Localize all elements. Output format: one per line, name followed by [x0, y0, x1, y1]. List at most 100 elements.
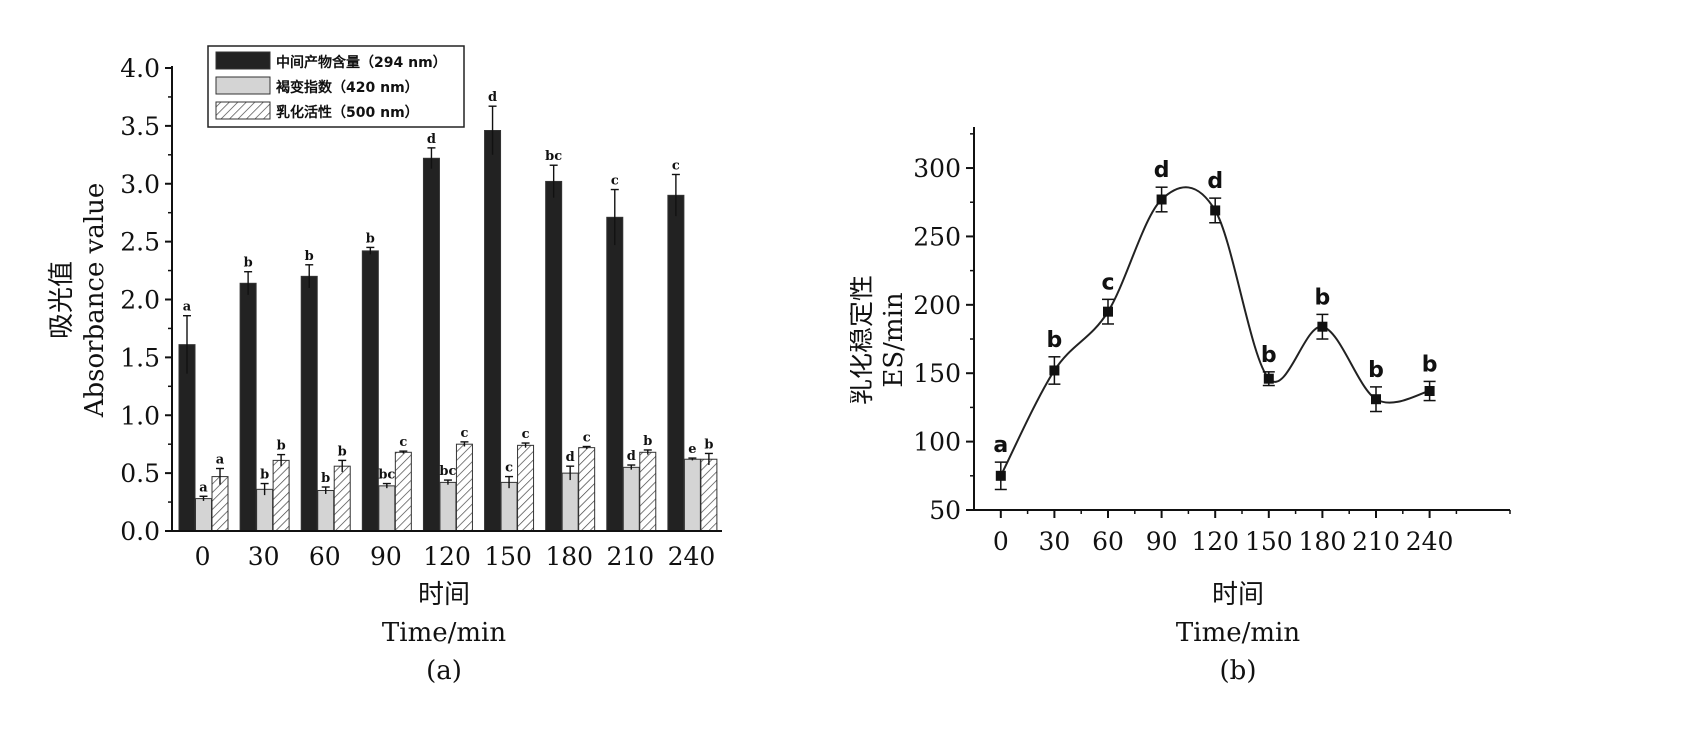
a-significance-letter: a — [199, 480, 208, 495]
b-series-line — [999, 186, 1430, 477]
a-bar — [394, 451, 412, 532]
a-significance-letter: d — [566, 450, 575, 465]
a-y-tick-label: 0.0 — [120, 517, 160, 546]
a-bar — [195, 498, 212, 532]
a-significance-letter: c — [611, 174, 619, 189]
a-significance-letter: c — [672, 158, 680, 173]
a-x-tick-label: 120 — [423, 542, 471, 571]
a-bar — [333, 465, 351, 532]
b-x-tick-label: 240 — [1406, 527, 1454, 556]
b-significance-letter: b — [1422, 352, 1438, 377]
a-legend-label: 中间产物含量（294 nm） — [276, 54, 447, 71]
a-significance-letter: bc — [378, 468, 395, 483]
b-significance-letter: c — [1101, 270, 1114, 295]
a-bar — [667, 194, 685, 532]
a-significance-letter: b — [321, 471, 330, 486]
b-y-tick-label: 100 — [913, 428, 961, 457]
a-significance-letter: b — [277, 439, 286, 454]
b-x-tick-label: 180 — [1299, 527, 1347, 556]
a-xlabel-en: Time/min — [382, 618, 506, 648]
a-significance-letter: c — [460, 426, 468, 441]
a-x-tick-label: 60 — [309, 542, 341, 571]
a-significance-letter: b — [704, 437, 713, 452]
a-y-tick-label: 2.5 — [120, 228, 160, 257]
a-significance-letter: a — [216, 452, 225, 467]
a-significance-letter: a — [183, 300, 192, 315]
b-y-tick-label: 200 — [913, 291, 961, 320]
a-legend-label: 褐变指数（420 nm） — [275, 79, 419, 96]
a-x-tick-label: 90 — [370, 542, 402, 571]
a-bar — [484, 130, 502, 532]
b-x-tick-label: 120 — [1191, 527, 1239, 556]
a-bar — [239, 282, 257, 532]
a-bar — [561, 472, 579, 532]
a-bar — [700, 458, 718, 532]
a-x-tick-label: 180 — [545, 542, 593, 571]
b-data-point — [1210, 205, 1221, 216]
a-bar — [256, 488, 274, 532]
b-significance-letter: b — [1047, 328, 1063, 353]
a-legend-swatch — [215, 101, 271, 120]
a-significance-letter: d — [488, 90, 497, 105]
a-significance-letter: c — [505, 461, 513, 476]
a-ylabel-cn: 吸光值 — [47, 261, 77, 339]
a-significance-letter: b — [305, 249, 314, 264]
a-y-tick-label: 3.0 — [120, 170, 160, 199]
b-significance-letter: b — [1368, 358, 1384, 383]
a-legend-swatch — [215, 76, 271, 95]
a-legend-swatch — [215, 51, 271, 70]
a-significance-letter: b — [338, 444, 347, 459]
a-x-tick-label: 0 — [195, 542, 211, 571]
b-significance-letter: d — [1207, 169, 1223, 194]
b-x-tick-label: 150 — [1245, 527, 1293, 556]
a-bar — [606, 216, 624, 532]
b-data-point — [1263, 373, 1274, 384]
a-significance-letter: d — [427, 132, 436, 147]
b-x-tick-label: 90 — [1146, 527, 1178, 556]
a-y-tick-label: 2.0 — [120, 286, 160, 315]
a-x-tick-label: 150 — [484, 542, 532, 571]
a-bar — [639, 451, 657, 532]
a-bar — [622, 466, 640, 532]
a-x-tick-label: 210 — [606, 542, 654, 571]
a-significance-letter: b — [260, 468, 269, 483]
a-bar — [455, 443, 473, 532]
a-y-tick-label: 1.0 — [120, 401, 160, 430]
a-significance-letter: c — [399, 435, 407, 450]
a-bar — [439, 481, 457, 532]
a-significance-letter: d — [627, 449, 636, 464]
a-significance-letter: c — [583, 431, 591, 446]
a-significance-letter: bc — [439, 464, 456, 479]
b-significance-letter: b — [1261, 343, 1277, 368]
a-bar — [422, 157, 440, 532]
b-y-tick-label: 250 — [913, 222, 961, 251]
a-xlabel-cn: 时间 — [418, 580, 470, 610]
a-bar — [517, 444, 535, 532]
b-xlabel-en: Time/min — [1176, 618, 1300, 648]
b-data-point — [1371, 394, 1381, 405]
a-bar — [300, 275, 318, 532]
b-y-tick-label: 300 — [913, 154, 961, 183]
a-significance-letter: e — [688, 442, 696, 457]
b-y-tick-label: 50 — [929, 496, 961, 525]
a-significance-letter: b — [244, 256, 253, 271]
a-bar — [500, 481, 518, 532]
a-x-tick-label: 240 — [668, 542, 716, 571]
b-significance-letter: a — [993, 433, 1008, 458]
b-data-point — [1317, 321, 1328, 332]
a-legend-label: 乳化活性（500 nm） — [276, 104, 419, 121]
a-y-tick-label: 1.5 — [120, 343, 160, 372]
a-panel-label: (a) — [426, 656, 462, 686]
b-x-tick-label: 0 — [993, 527, 1009, 556]
a-bar — [378, 485, 396, 532]
a-y-tick-label: 3.5 — [120, 112, 160, 141]
b-data-point — [1424, 385, 1435, 396]
b-x-tick-label: 30 — [1038, 527, 1070, 556]
b-data-point — [1103, 306, 1113, 317]
a-significance-letter: bc — [545, 149, 562, 164]
b-x-tick-label: 60 — [1092, 527, 1124, 556]
b-data-point — [1156, 194, 1167, 205]
